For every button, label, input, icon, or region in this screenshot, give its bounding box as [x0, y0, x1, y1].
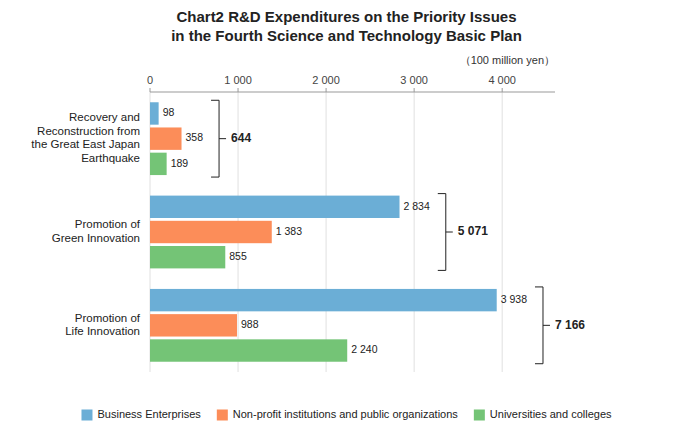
grid-line	[326, 92, 327, 372]
grid-line	[502, 92, 503, 372]
title: Chart2 R&D Expenditures on the Priority …	[176, 8, 516, 25]
grid	[150, 92, 502, 372]
category-label: Promotion ofLife Innovation	[65, 312, 141, 338]
data-label: 1 383	[276, 225, 302, 237]
tick	[502, 88, 503, 92]
category-label: Promotion ofGreen Innovation	[52, 218, 141, 244]
legend-item: Non-profit institutions and public organ…	[217, 408, 459, 421]
data-label: 988	[241, 318, 259, 330]
bar	[150, 221, 272, 243]
data-label: 2 240	[351, 343, 377, 355]
bars	[150, 102, 497, 361]
subtitle: in the Fourth Science and Technology Bas…	[171, 27, 522, 44]
legend-swatch	[81, 410, 92, 421]
legend-swatch	[217, 410, 228, 421]
total-bracket	[211, 100, 226, 177]
bar	[150, 102, 159, 124]
axis-label: （100 million yen）	[460, 54, 555, 66]
legend-label: Business Enterprises	[97, 408, 201, 420]
bar	[150, 339, 347, 361]
bar	[150, 153, 167, 175]
legend: Business Enterprises Non-profit instituti…	[81, 408, 612, 421]
total-label: 7 166	[555, 318, 585, 332]
data-label: 2 834	[404, 200, 430, 212]
bar	[150, 314, 237, 336]
legend-label: Non-profit institutions and public organ…	[233, 408, 459, 420]
bar	[150, 196, 400, 218]
legend-item: Business Enterprises	[81, 408, 201, 421]
grid-line	[414, 92, 415, 372]
total-bracket	[438, 194, 453, 271]
tick-label: 3 000	[400, 74, 428, 86]
data-label: 855	[229, 250, 247, 262]
axis-line	[150, 92, 555, 93]
bar	[150, 127, 182, 149]
tick	[414, 88, 415, 92]
bar	[150, 246, 225, 268]
total-bracket	[535, 287, 550, 364]
tick	[326, 88, 327, 92]
total-label: 5 071	[458, 224, 488, 238]
data-label: 358	[186, 131, 204, 143]
data-label: 189	[171, 157, 189, 169]
tick	[238, 88, 239, 92]
tick-label: 1 000	[224, 74, 252, 86]
tick	[150, 88, 151, 92]
data-label: 3 938	[501, 293, 527, 305]
tick-label: 0	[147, 74, 153, 86]
chart: Chart2 R&D Expenditures on the Priority …	[0, 0, 693, 441]
legend-item: Universities and colleges	[474, 408, 612, 421]
total-label: 644	[231, 131, 251, 145]
category-label: Recovery andReconstruction fromthe Great…	[31, 111, 140, 164]
legend-label: Universities and colleges	[490, 408, 612, 420]
legend-swatch	[474, 410, 485, 421]
tick-label: 4 000	[488, 74, 516, 86]
bar	[150, 289, 497, 311]
data-label: 98	[163, 106, 175, 118]
tick-label: 2 000	[312, 74, 340, 86]
